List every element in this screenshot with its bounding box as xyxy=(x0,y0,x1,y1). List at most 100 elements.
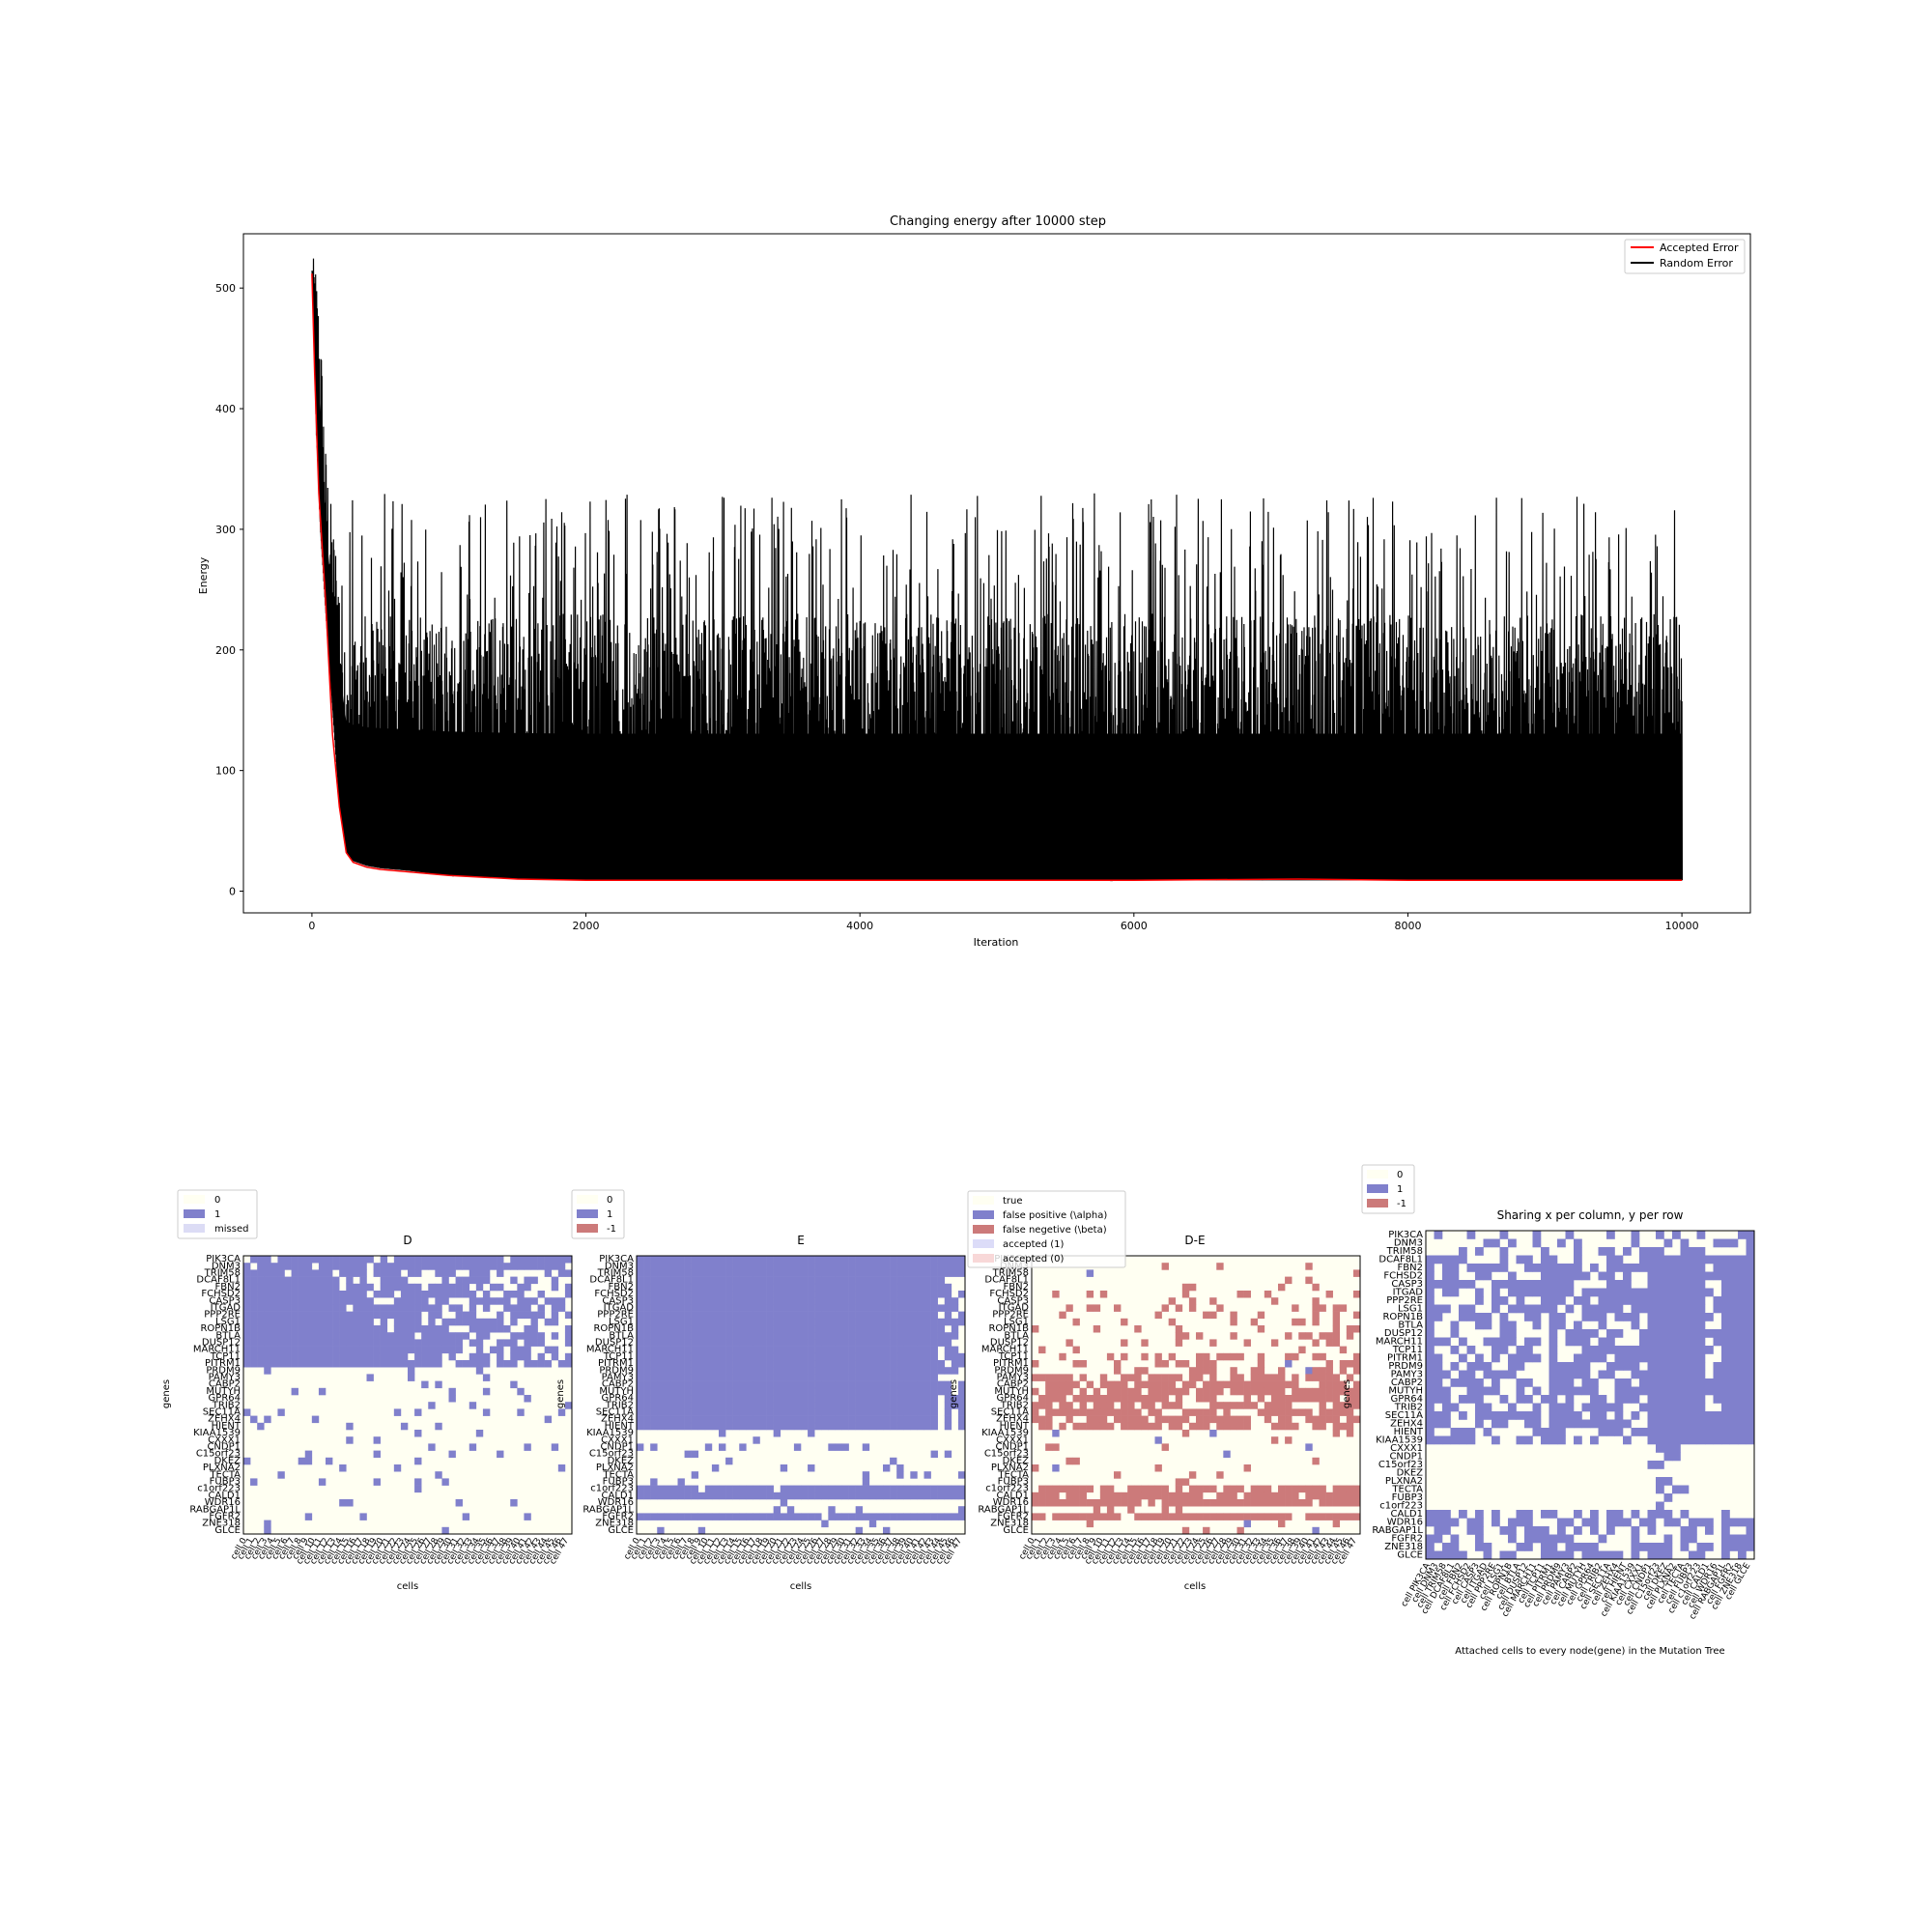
heatmap-cell xyxy=(277,1304,285,1312)
heatmap-cell xyxy=(841,1291,849,1298)
heatmap-cell xyxy=(311,1332,320,1340)
heatmap-cell xyxy=(677,1304,685,1312)
heatmap-cell xyxy=(862,1408,870,1416)
heatmap-cell xyxy=(1598,1337,1607,1347)
heatmap-cell xyxy=(1656,1485,1664,1494)
heatmap-cell xyxy=(753,1283,760,1292)
heatmap-cell xyxy=(835,1269,842,1277)
heatmap-cell xyxy=(557,1360,566,1368)
heatmap-cell xyxy=(1656,1435,1664,1445)
heatmap-cell xyxy=(670,1304,678,1312)
heatmap-cell xyxy=(1606,1255,1615,1264)
heatmap-cell xyxy=(1475,1321,1484,1330)
heatmap-cell xyxy=(311,1415,320,1424)
heatmap-cell xyxy=(773,1346,781,1354)
heatmap-cell xyxy=(1581,1271,1591,1281)
heatmap-frame xyxy=(636,1255,966,1535)
heatmap-cell xyxy=(1713,1362,1722,1371)
heatmap-cell xyxy=(1680,1271,1690,1281)
heatmap-cell xyxy=(243,1283,251,1292)
heatmap-cell xyxy=(759,1402,767,1409)
heatmap-cell xyxy=(530,1297,538,1305)
heatmap-cell xyxy=(264,1304,271,1312)
heatmap-cell xyxy=(739,1311,747,1320)
heatmap-cell xyxy=(1175,1478,1183,1486)
heatmap-cell xyxy=(1738,1419,1747,1429)
heatmap-cell xyxy=(883,1332,891,1340)
legend-de-swatch-true xyxy=(973,1196,994,1205)
gene-tick-label: FGFR2 xyxy=(1391,1534,1423,1545)
heatmap-cell xyxy=(1729,1435,1739,1445)
heatmap-cell xyxy=(944,1367,952,1375)
heatmap-cell xyxy=(1052,1499,1060,1507)
heatmap-cell xyxy=(930,1325,938,1333)
heatmap-cell xyxy=(455,1360,463,1368)
heatmap-cell xyxy=(469,1291,477,1298)
heatmap-cell xyxy=(875,1339,884,1347)
heatmap-cell xyxy=(637,1380,644,1389)
heatmap-cell xyxy=(1459,1337,1467,1347)
heatmap-cell xyxy=(353,1360,360,1368)
heatmap-cell xyxy=(739,1415,747,1424)
heatmap-cell xyxy=(435,1332,442,1340)
y-tick-label: 400 xyxy=(215,403,236,415)
legend-de-swatch-fp xyxy=(973,1210,994,1219)
heatmap-cell xyxy=(944,1269,952,1277)
heatmap-cell xyxy=(1442,1435,1451,1445)
heatmap-cell xyxy=(311,1318,320,1326)
heatmap-cell xyxy=(1250,1318,1259,1326)
heatmap-cell xyxy=(848,1415,856,1424)
heatmap-cell xyxy=(1257,1380,1265,1389)
heatmap-cell xyxy=(380,1346,388,1354)
heatmap-cell xyxy=(664,1402,671,1409)
heatmap-cell xyxy=(1746,1346,1755,1354)
heatmap-cell xyxy=(1672,1271,1681,1281)
heatmap-cell xyxy=(643,1263,651,1270)
heatmap-cell xyxy=(353,1318,360,1326)
heatmap-cell xyxy=(801,1408,809,1416)
heatmap-cell xyxy=(435,1352,442,1361)
heatmap-cell xyxy=(821,1387,829,1396)
heatmap-cell xyxy=(883,1464,891,1472)
heatmap-cell xyxy=(1216,1415,1224,1424)
heatmap-cell xyxy=(691,1380,699,1389)
heatmap-cell xyxy=(951,1269,959,1277)
heatmap-cell xyxy=(1541,1428,1549,1436)
heatmap-cell xyxy=(780,1263,788,1270)
heatmap-cell xyxy=(1188,1374,1197,1381)
heatmap-cell xyxy=(1332,1408,1341,1416)
heatmap-cell xyxy=(1532,1238,1542,1248)
heatmap-cell xyxy=(753,1352,760,1361)
heatmap-cell xyxy=(780,1352,788,1361)
heatmap-cell xyxy=(1045,1499,1053,1507)
gene-tick-label: CALD1 xyxy=(997,1491,1029,1501)
heatmap-cell xyxy=(814,1256,822,1264)
heatmap-cell xyxy=(1319,1380,1326,1389)
heatmap-cell xyxy=(657,1387,665,1396)
heatmap-cell xyxy=(1499,1526,1509,1535)
heatmap-cell xyxy=(1250,1492,1259,1500)
heatmap-cell xyxy=(359,1360,367,1368)
heatmap-cell xyxy=(291,1263,298,1270)
heatmap-cell xyxy=(739,1332,747,1340)
heatmap-cell xyxy=(1746,1543,1755,1551)
heatmap-cell xyxy=(414,1478,422,1486)
gene-tick-label: PIK3CA xyxy=(599,1254,634,1264)
heatmap-cell xyxy=(1230,1311,1237,1320)
legend-de-label-fn: false negetive (\beta) xyxy=(1003,1225,1107,1236)
heatmap-cell xyxy=(359,1304,367,1312)
heatmap-cell xyxy=(848,1374,856,1381)
heatmap-cell xyxy=(1738,1435,1747,1445)
heatmap-cell xyxy=(1483,1428,1492,1436)
gene-tick-label: HIENT xyxy=(1394,1427,1424,1437)
heatmap-cell xyxy=(657,1367,665,1375)
heatmap-cell xyxy=(766,1422,774,1431)
heatmap-cell xyxy=(1106,1506,1115,1514)
heatmap-cell xyxy=(400,1318,409,1326)
gene-tick-label: PRDM9 xyxy=(206,1365,241,1376)
heatmap-cell xyxy=(753,1492,760,1500)
heatmap-cell xyxy=(786,1415,795,1424)
heatmap-cell xyxy=(1243,1339,1251,1347)
heatmap-cell xyxy=(793,1269,802,1277)
heatmap-cell xyxy=(643,1485,651,1493)
